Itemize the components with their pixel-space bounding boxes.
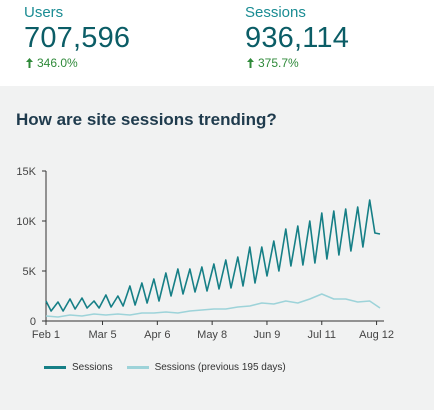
- legend-label: Sessions (previous 195 days): [154, 362, 286, 373]
- x-tick-label: Jul 11: [307, 329, 336, 341]
- metric-change: 346.0%: [26, 55, 130, 71]
- legend-item-previous[interactable]: Sessions (previous 195 days): [126, 362, 286, 373]
- metric-value: 936,114: [245, 22, 350, 54]
- legend-item-sessions[interactable]: Sessions: [44, 362, 113, 373]
- metric-label: Sessions: [245, 4, 306, 21]
- series-line-previous: [45, 293, 381, 318]
- x-tick-label: Feb 1: [32, 329, 60, 341]
- sessions-trend-chart: 0 5K 10K 15K Feb 1 Mar 5 Apr 6 May 8 Jun 9 Jul 11…: [16, 166, 394, 341]
- metric-change-value: 346.0%: [37, 56, 78, 70]
- section-heading: How are site sessions trending?: [16, 110, 277, 129]
- legend-swatch: [44, 366, 66, 369]
- y-tick-label: 5K: [23, 266, 37, 278]
- metric-change-value: 375.7%: [258, 56, 299, 70]
- metric-sessions[interactable]: Sessions 936,114 375.7%: [245, 4, 349, 71]
- arrow-up-icon: [247, 58, 254, 68]
- x-tick-label: Mar 5: [88, 329, 116, 341]
- y-tick-label: 15K: [16, 166, 36, 178]
- metric-label: Users: [24, 4, 64, 21]
- metric-users[interactable]: Users 707,596 346.0%: [24, 4, 130, 71]
- metric-value: 707,596: [24, 22, 131, 54]
- arrow-up-icon: [26, 58, 33, 68]
- legend-swatch: [126, 366, 149, 369]
- series-line-sessions: [45, 199, 381, 312]
- metric-change: 375.7%: [247, 55, 349, 71]
- x-tick-label: Apr 6: [144, 329, 170, 341]
- x-tick-label: Jun 9: [253, 329, 280, 341]
- x-tick-label: May 8: [197, 329, 227, 341]
- legend-label: Sessions: [72, 362, 113, 373]
- y-tick-label: 10K: [16, 216, 36, 228]
- metrics-panel: Users 707,596 346.0% Sessions 936,114 37…: [0, 0, 434, 86]
- x-tick-label: Aug 12: [359, 329, 394, 341]
- chart-legend: Sessions Sessions (previous 195 days): [44, 362, 286, 373]
- y-tick-label: 0: [30, 316, 36, 328]
